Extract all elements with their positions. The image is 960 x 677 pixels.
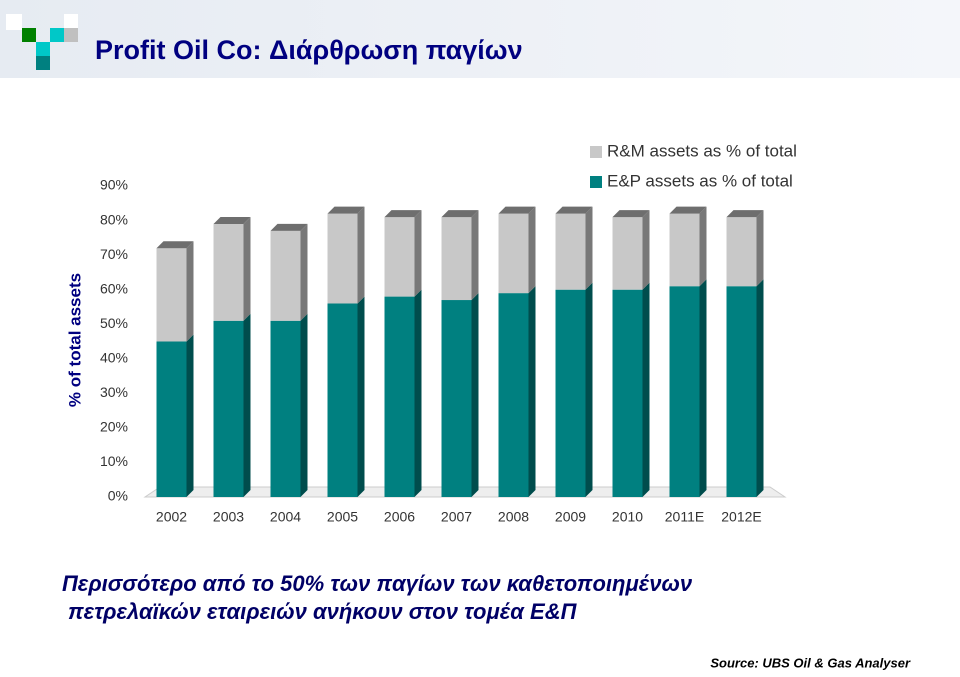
- bar-side: [585, 282, 593, 497]
- bar-top: [726, 210, 764, 218]
- bar-top: [384, 210, 422, 218]
- bar: [213, 224, 244, 321]
- x-tick-label: 2010: [612, 509, 643, 525]
- legend-swatch: [590, 146, 602, 158]
- bar-side: [300, 223, 308, 321]
- bar: [384, 296, 415, 497]
- bar-side: [186, 334, 194, 497]
- y-tick-label: 10%: [100, 453, 128, 469]
- bar-side: [471, 210, 479, 301]
- bar-side: [414, 210, 422, 297]
- bar: [498, 213, 529, 294]
- bar: [441, 217, 472, 301]
- bar-side: [243, 217, 251, 321]
- y-tick-label: 30%: [100, 384, 128, 400]
- y-tick-label: 90%: [100, 177, 128, 193]
- y-tick-label: 50%: [100, 315, 128, 331]
- bar-top: [270, 223, 308, 231]
- bar-side: [642, 282, 650, 497]
- bar: [669, 213, 700, 287]
- bar: [270, 230, 301, 321]
- bar-side: [528, 286, 536, 497]
- x-tick-label: 2011E: [665, 509, 704, 525]
- bar-side: [357, 206, 365, 304]
- bar-top: [156, 241, 194, 249]
- slide-title: Profit Oil Co: Διάρθρωση παγίων: [95, 35, 523, 65]
- logo: [6, 14, 78, 70]
- bar-side: [642, 210, 650, 290]
- bar-side: [756, 210, 764, 287]
- x-tick-label: 2004: [270, 509, 301, 525]
- y-tick-label: 80%: [100, 211, 128, 227]
- bar: [384, 217, 415, 297]
- bar-side: [585, 206, 593, 290]
- header-band: [0, 0, 960, 78]
- caption-line: Περισσότερο από το 50% των παγίων των κα…: [62, 571, 693, 596]
- bar: [156, 248, 187, 342]
- bar-top: [213, 217, 251, 225]
- bar-side: [528, 206, 536, 294]
- bar: [498, 293, 529, 497]
- x-tick-label: 2005: [327, 509, 358, 525]
- x-tick-label: 2006: [384, 509, 415, 525]
- y-tick-label: 40%: [100, 349, 128, 365]
- bar: [441, 300, 472, 497]
- y-tick-label: 70%: [100, 246, 128, 262]
- bar-side: [186, 241, 194, 342]
- bar-top: [612, 210, 650, 218]
- bar-top: [327, 206, 365, 214]
- bar: [270, 320, 301, 497]
- bar: [612, 289, 643, 497]
- source-note: Source: UBS Oil & Gas Analyser: [710, 655, 911, 670]
- bar-side: [414, 289, 422, 497]
- bar-side: [243, 313, 251, 497]
- caption-line: πετρελαϊκών εταιρειών ανήκουν στον τομέα…: [68, 599, 578, 624]
- bar-top: [669, 206, 707, 214]
- bar-side: [699, 279, 707, 497]
- plot: 0% 10% 20% 30% 40% 50% 60% 70% 80% 90% 2002 2003 200…: [100, 141, 797, 524]
- bar-side: [471, 293, 479, 497]
- bar: [213, 320, 244, 497]
- x-tick-label: 2003: [213, 509, 244, 525]
- legend-label: E&P assets as % of total: [607, 171, 793, 190]
- y-tick-label: 0%: [108, 488, 128, 504]
- bar: [156, 341, 187, 497]
- bar-side: [300, 313, 308, 497]
- y-axis-label: % of total assets: [65, 273, 84, 407]
- bar-top: [498, 206, 536, 214]
- x-tick-label: 2012E: [721, 509, 761, 525]
- bar-top: [441, 210, 479, 218]
- y-tick-label: 20%: [100, 419, 128, 435]
- y-tick-label: 60%: [100, 280, 128, 296]
- bar-side: [699, 206, 707, 287]
- bar: [669, 286, 700, 497]
- bar: [612, 217, 643, 290]
- bar: [555, 213, 586, 290]
- bar: [327, 303, 358, 497]
- bar: [726, 286, 757, 497]
- bar-side: [756, 279, 764, 497]
- x-tick-label: 2008: [498, 509, 529, 525]
- x-tick-label: 2002: [156, 509, 187, 525]
- bar: [555, 289, 586, 497]
- bar-side: [357, 296, 365, 497]
- bar: [327, 213, 358, 304]
- legend-swatch: [590, 176, 602, 188]
- x-tick-label: 2007: [441, 509, 472, 525]
- bar: [726, 217, 757, 287]
- legend-label: R&M assets as % of total: [607, 141, 797, 160]
- x-tick-label: 2009: [555, 509, 586, 525]
- bar-top: [555, 206, 593, 214]
